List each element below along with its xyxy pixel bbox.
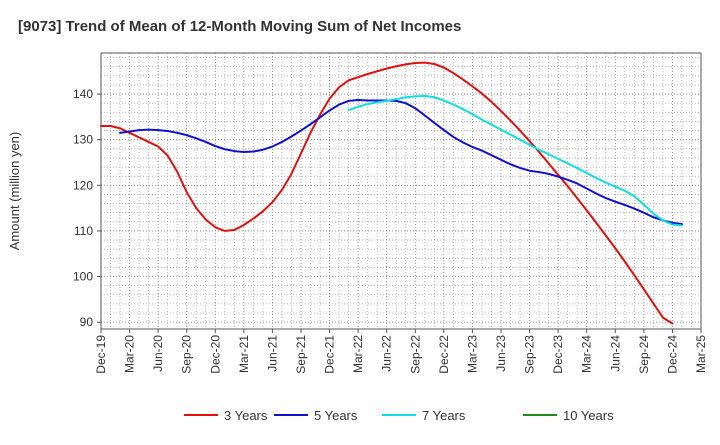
x-tick-label: Mar-24 bbox=[580, 335, 594, 373]
x-tick-label: Jun-22 bbox=[380, 335, 394, 372]
x-tick-label: Mar-23 bbox=[465, 335, 479, 373]
x-tick-label: Sep-23 bbox=[523, 335, 537, 374]
grid-lines bbox=[101, 53, 701, 329]
x-tick-label: Dec-23 bbox=[551, 335, 565, 374]
y-axis-title: Amount (million yen) bbox=[7, 132, 22, 251]
x-tick-label: Mar-22 bbox=[351, 335, 365, 373]
x-tick-label: Dec-22 bbox=[437, 335, 451, 374]
x-tick-label: Sep-20 bbox=[180, 335, 194, 374]
plot-area-frame bbox=[100, 52, 702, 330]
legend-label-3-years: 3 Years bbox=[224, 408, 268, 423]
legend-label-10-years: 10 Years bbox=[563, 408, 614, 423]
x-tick-label: Jun-23 bbox=[494, 335, 508, 372]
legend: 3 Years 5 Years 7 Years 10 Years bbox=[184, 408, 614, 423]
y-tick-label: 140 bbox=[73, 87, 93, 101]
y-tick-label: 90 bbox=[80, 315, 94, 329]
y-axis: 90 100 110 120 130 140 bbox=[73, 87, 101, 329]
x-tick-label: Jun-20 bbox=[151, 335, 165, 372]
series-line-3-years bbox=[100, 61, 674, 325]
legend-label-7-years: 7 Years bbox=[422, 408, 466, 423]
series-lines bbox=[100, 61, 683, 325]
x-tick-label: Dec-20 bbox=[208, 335, 222, 374]
chart-title: [9073] Trend of Mean of 12-Month Moving … bbox=[18, 18, 461, 35]
x-tick-label: Mar-21 bbox=[237, 335, 251, 373]
y-tick-label: 130 bbox=[73, 133, 93, 147]
x-tick-label: Dec-21 bbox=[323, 335, 337, 374]
x-tick-label: Jun-24 bbox=[608, 335, 622, 372]
y-tick-label: 100 bbox=[73, 270, 93, 284]
x-tick-label: Jun-21 bbox=[265, 335, 279, 372]
x-tick-label: Mar-20 bbox=[123, 335, 137, 373]
y-tick-label: 110 bbox=[74, 224, 93, 238]
x-tick-label: Dec-19 bbox=[94, 335, 108, 374]
series-line-5-years bbox=[119, 98, 683, 226]
x-tick-label: Sep-24 bbox=[637, 335, 651, 374]
x-tick-label: Dec-24 bbox=[665, 335, 679, 374]
y-tick-label: 120 bbox=[73, 178, 93, 192]
series-line-7-years bbox=[347, 94, 683, 227]
x-tick-label: Sep-22 bbox=[408, 335, 422, 374]
x-tick-label: Mar-25 bbox=[694, 335, 708, 373]
x-axis: Dec-19 Mar-20 Jun-20 Sep-20 Dec-20 Mar-21 Jun-… bbox=[94, 329, 708, 374]
legend-label-5-years: 5 Years bbox=[314, 408, 358, 423]
x-tick-label: Sep-21 bbox=[294, 335, 308, 374]
